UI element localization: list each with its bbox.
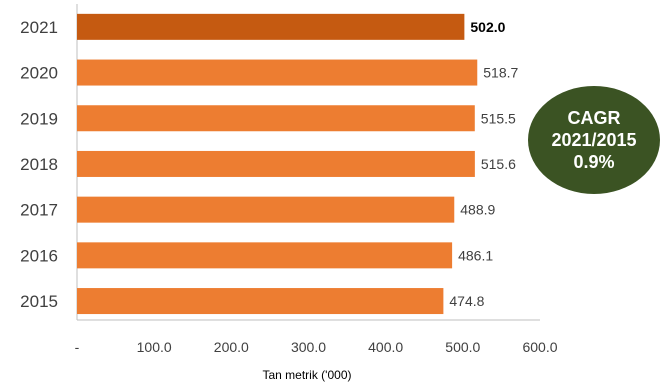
bar-2021	[77, 13, 465, 40]
category-label-2018: 2018	[20, 155, 58, 174]
bar-2016	[77, 242, 453, 269]
value-label-2021: 502.0	[470, 19, 505, 35]
bar-2019	[77, 105, 475, 132]
category-label-2020: 2020	[20, 64, 58, 83]
x-tick-label: 100.0	[137, 339, 172, 355]
x-tick-label: 200.0	[214, 339, 249, 355]
category-label-2016: 2016	[20, 246, 58, 265]
bar-2018	[77, 150, 475, 177]
bar-2015	[77, 288, 444, 315]
bar-2020	[77, 59, 478, 86]
value-label-2018: 515.6	[481, 156, 516, 172]
bar-2017	[77, 196, 455, 223]
category-label-2021: 2021	[20, 18, 58, 37]
x-tick-label: 400.0	[368, 339, 403, 355]
x-tick-label: -	[75, 339, 80, 355]
x-axis-title: Tan metrik ('000)	[263, 368, 352, 382]
x-tick-label: 300.0	[291, 339, 326, 355]
cagr-title: CAGR	[567, 108, 621, 128]
category-label-2015: 2015	[20, 292, 58, 311]
value-label-2015: 474.8	[449, 293, 484, 309]
cagr-value: 0.9%	[573, 152, 615, 172]
x-tick-label: 500.0	[445, 339, 480, 355]
cagr-period: 2021/2015	[551, 130, 637, 150]
category-label-2017: 2017	[20, 201, 58, 220]
value-label-2017: 488.9	[460, 202, 495, 218]
x-tick-label: 600.0	[522, 339, 557, 355]
category-label-2019: 2019	[20, 109, 58, 128]
value-label-2016: 486.1	[458, 247, 493, 263]
value-label-2019: 515.5	[481, 110, 516, 126]
cagr-badge: CAGR 2021/2015 0.9%	[528, 86, 660, 194]
value-label-2020: 518.7	[483, 65, 518, 81]
